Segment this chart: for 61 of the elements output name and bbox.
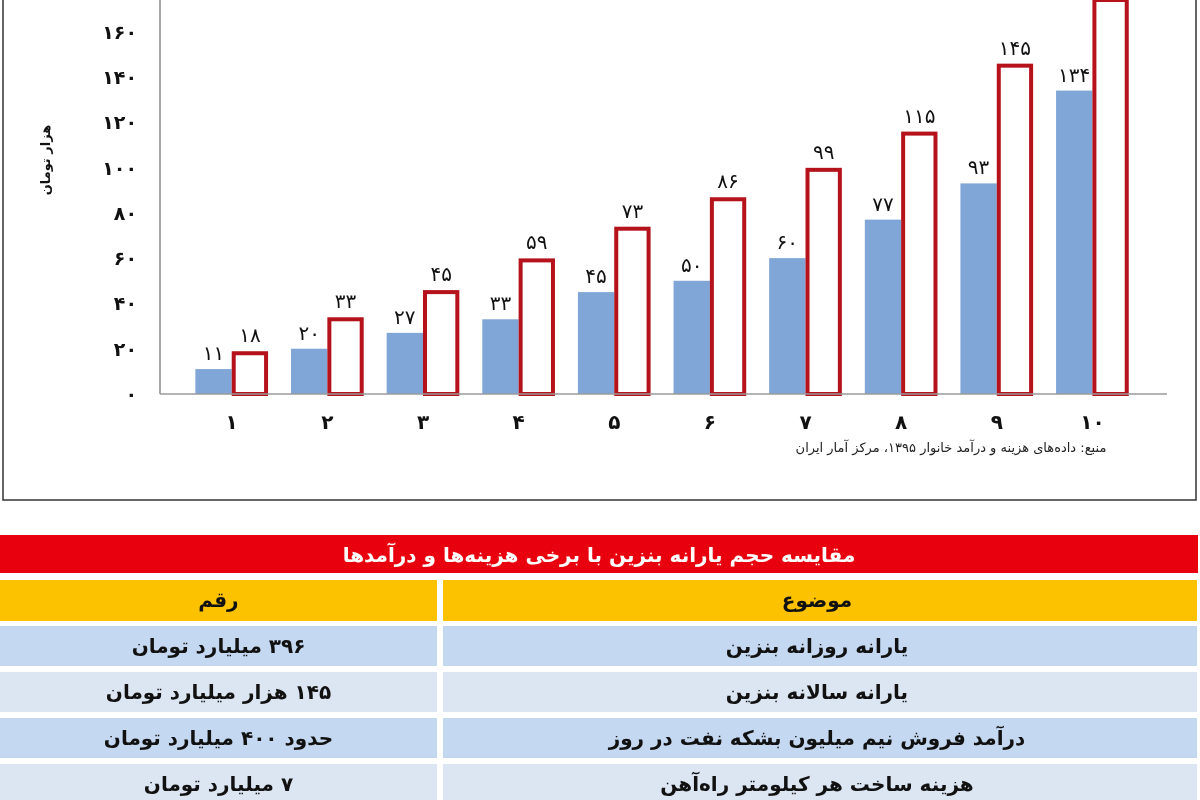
data-label: ۷۳ bbox=[621, 198, 644, 223]
bar bbox=[960, 183, 997, 394]
x-tick-label: ۴ bbox=[512, 410, 525, 434]
bar bbox=[577, 292, 615, 394]
data-label: ۴۵ bbox=[585, 264, 607, 289]
data-label: ۱۱۵ bbox=[903, 103, 936, 128]
y-tick-label: ۱۴۰ bbox=[102, 65, 137, 88]
data-label: ۴۵ bbox=[430, 262, 452, 287]
data-label: ۵۹ bbox=[526, 230, 548, 255]
data-label: ۱۸ bbox=[239, 323, 261, 348]
bar bbox=[482, 319, 519, 394]
x-tick-label: ۳ bbox=[416, 410, 430, 434]
y-tick-label: ۶۰ bbox=[113, 247, 137, 270]
bar bbox=[673, 280, 710, 394]
data-label: ۲۰ bbox=[298, 320, 320, 345]
data-label: ۱۴۵ bbox=[998, 35, 1032, 60]
text: حدود ۴۰۰ میلیارد تومان bbox=[103, 726, 334, 750]
bar bbox=[291, 348, 328, 394]
y-axis-title: هزار تومان bbox=[38, 124, 53, 196]
data-label: ۷۷ bbox=[872, 191, 894, 216]
data-label: ۲۷ bbox=[394, 304, 416, 329]
text: رقم bbox=[198, 588, 239, 612]
y-tick-label: ۸۰ bbox=[113, 201, 137, 224]
text: موضوع bbox=[781, 588, 853, 612]
x-tick-label: ۵ bbox=[608, 410, 621, 434]
data-label: ۱۳۴ bbox=[1058, 62, 1091, 87]
y-tick-label: ۱۲۰ bbox=[102, 111, 137, 134]
text: ۱۴۵ هزار میلیارد تومان bbox=[105, 680, 332, 704]
x-tick-label: ۷ bbox=[799, 410, 812, 434]
data-label: ۹۹ bbox=[812, 139, 835, 164]
text: ۷ میلیارد تومان bbox=[143, 772, 294, 796]
data-label: ۳۳ bbox=[334, 289, 357, 314]
data-label: ۵۰ bbox=[680, 252, 703, 277]
text: هزینه ساخت هر کیلومتر راه‌آهن bbox=[660, 771, 974, 796]
data-label: ۶۰ bbox=[776, 230, 799, 255]
bar bbox=[195, 369, 232, 394]
x-tick-label: ۹ bbox=[990, 410, 1003, 434]
y-tick-label: ۴۰ bbox=[113, 292, 137, 315]
y-tick-label: ۱۰۰ bbox=[102, 156, 137, 179]
data-label: ۸۶ bbox=[717, 169, 739, 194]
text: مقایسه حجم یارانه بنزین با برخی هزینه‌ها و درآمدها bbox=[342, 542, 856, 567]
x-tick-label: ۱۰ bbox=[1080, 410, 1105, 434]
text: منبع: داده‌های هزینه و درآمد خانوار ۱۳۹۵، مرکز آمار ایران bbox=[795, 439, 1107, 456]
x-tick-label: ۸ bbox=[895, 410, 908, 434]
data-label: ۱۱ bbox=[202, 341, 225, 366]
x-tick-label: ۶ bbox=[703, 410, 716, 434]
y-tick-label: ۰ bbox=[125, 383, 137, 405]
text: ۳۹۶ میلیارد تومان bbox=[131, 634, 306, 658]
bar bbox=[1056, 90, 1093, 394]
text: یارانه روزانه بنزین bbox=[725, 634, 909, 658]
bar bbox=[769, 258, 806, 394]
data-label: ۹۳ bbox=[967, 155, 990, 180]
y-tick-label: ۱۶۰ bbox=[102, 20, 137, 43]
bar bbox=[864, 219, 902, 394]
x-tick-label: ۲ bbox=[321, 410, 334, 434]
bar bbox=[386, 332, 423, 394]
data-label: ۳۳ bbox=[489, 291, 512, 316]
text: درآمد فروش نیم میلیون بشکه نفت در روز bbox=[607, 725, 1026, 750]
y-tick-label: ۲۰ bbox=[113, 337, 137, 360]
x-tick-label: ۱ bbox=[225, 410, 238, 434]
text: یارانه سالانه بنزین bbox=[725, 680, 909, 704]
